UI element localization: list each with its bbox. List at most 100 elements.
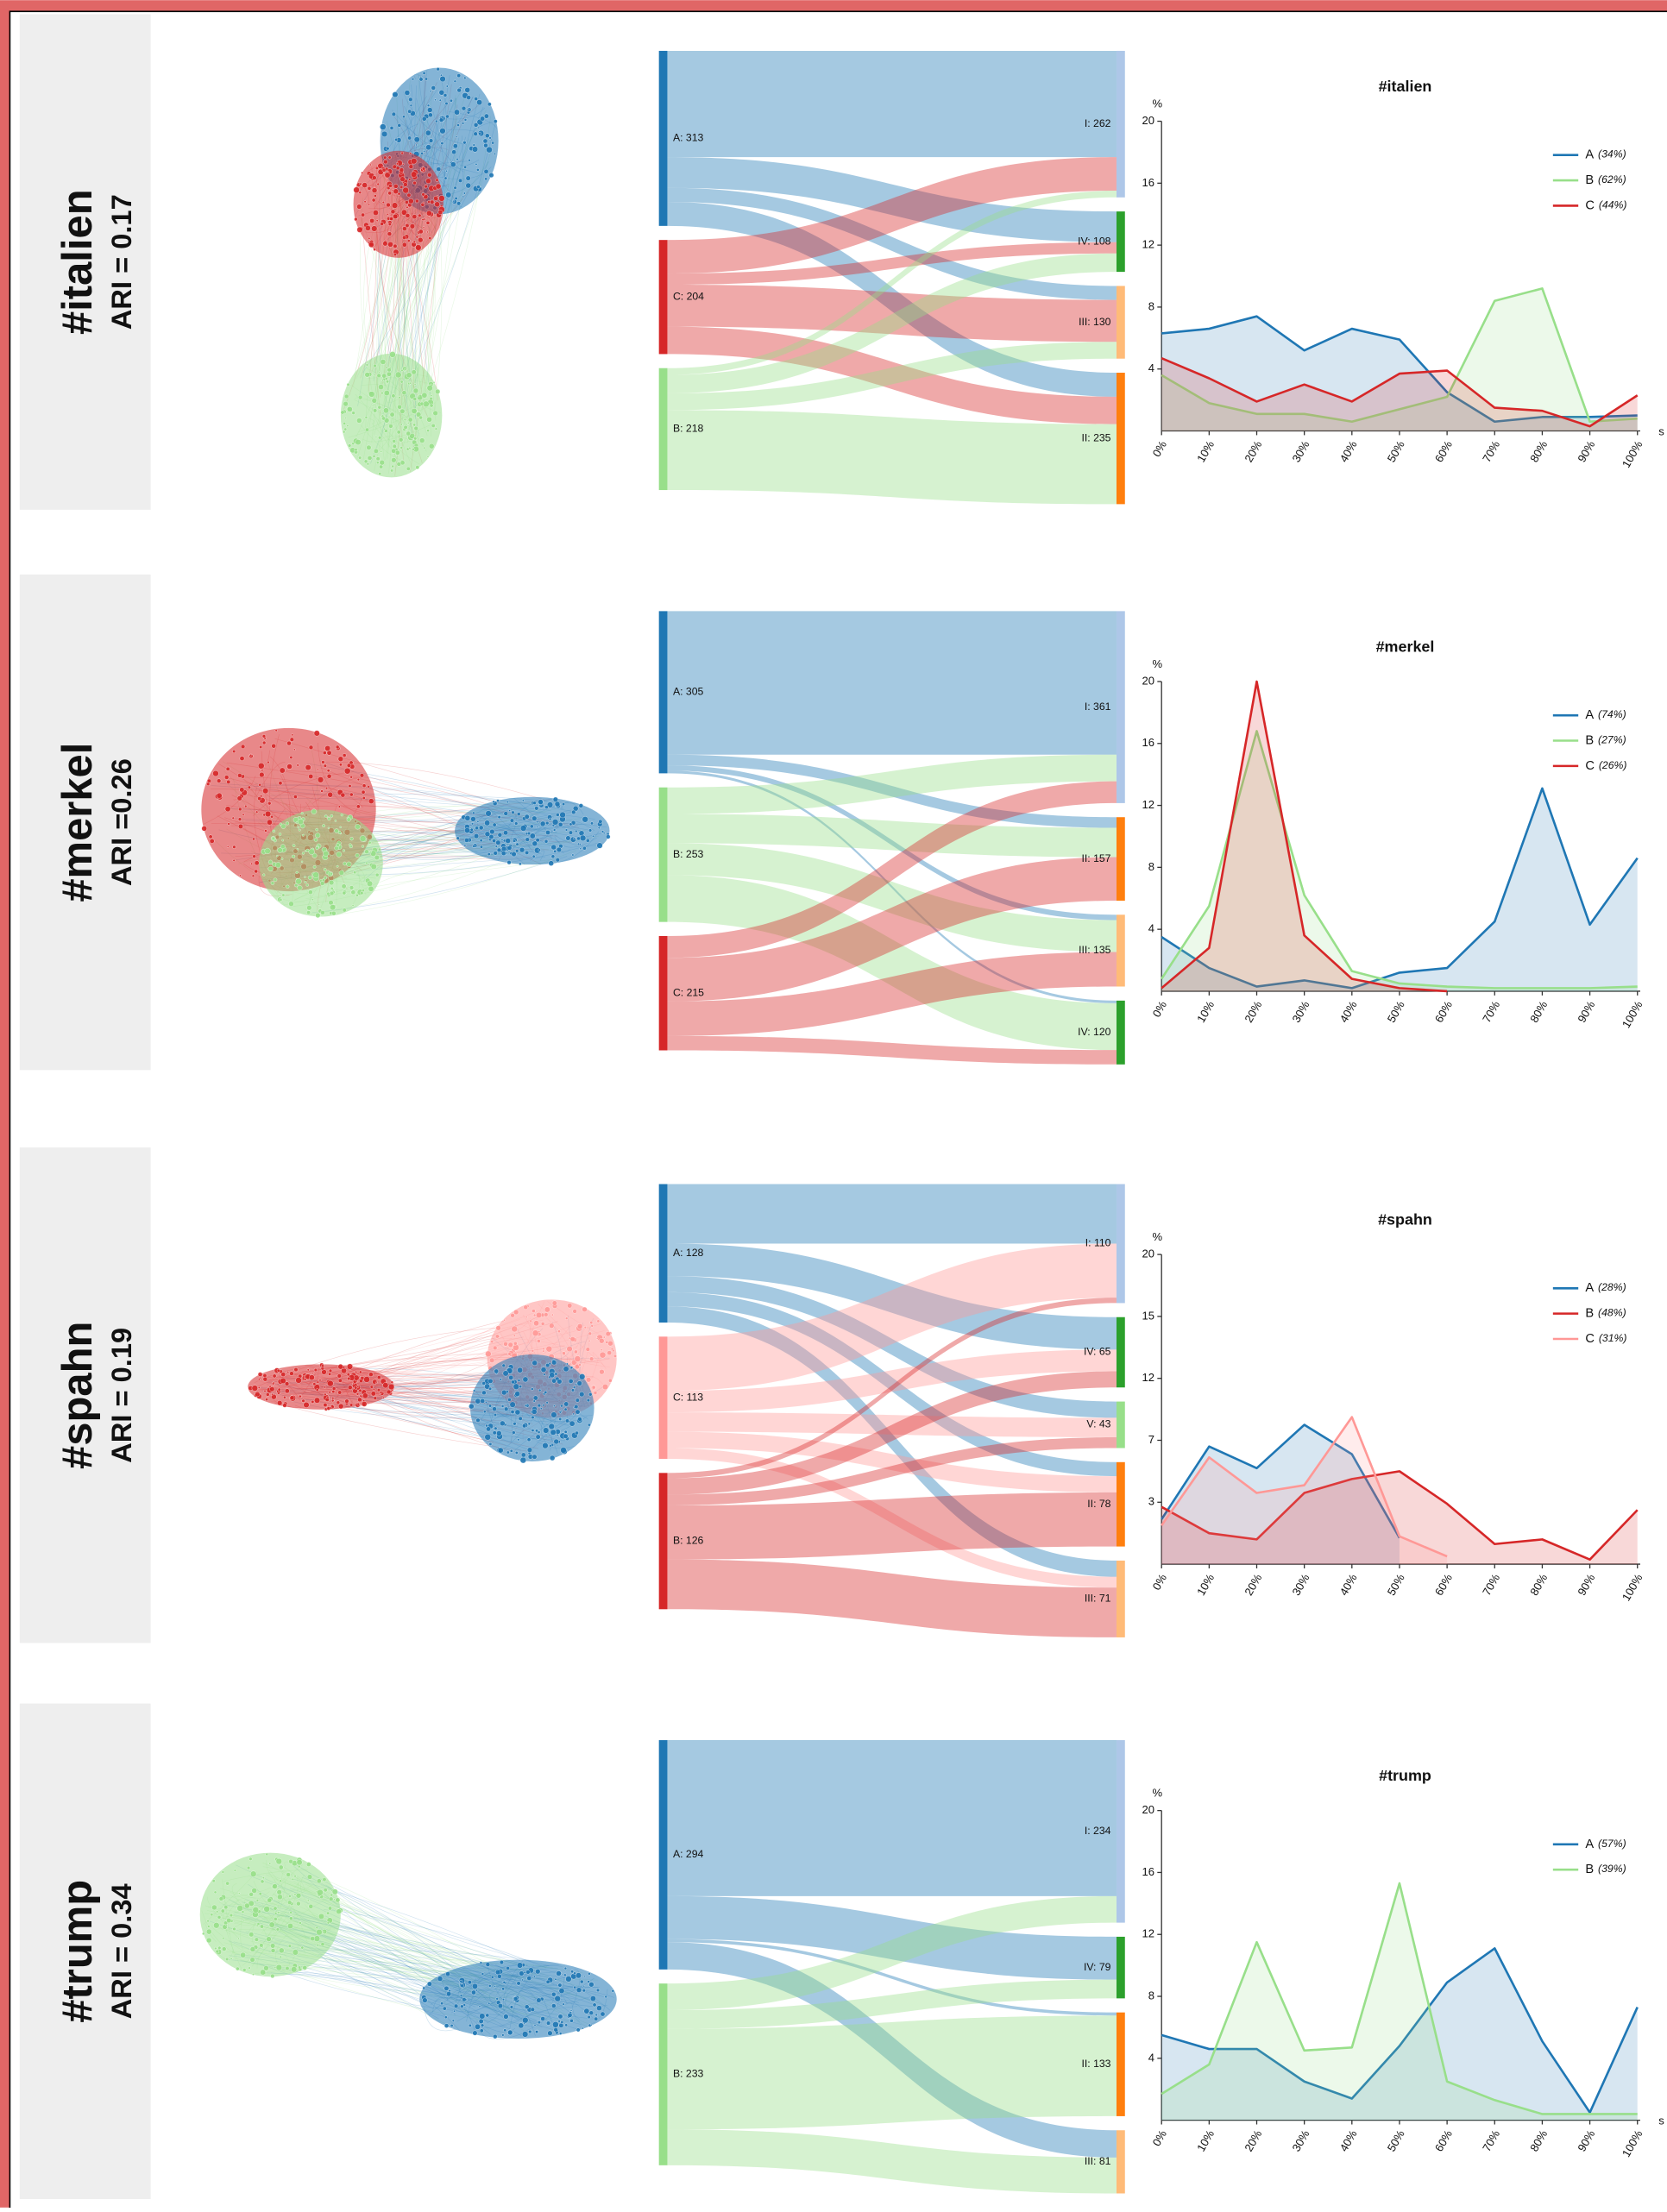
network-node [486,1426,491,1432]
network-node [357,394,363,400]
network-node [337,1373,342,1379]
network-node [251,874,255,877]
network-node [308,889,313,895]
network-node [488,1442,493,1446]
network-node [348,784,352,788]
network-cluster [199,1852,341,1977]
network-node [247,1866,251,1870]
network-node [233,1869,236,1872]
network-node [409,104,412,107]
network-node [489,828,495,835]
network-node [393,184,399,189]
network-node [202,1932,205,1936]
network-node [532,840,538,847]
network-node [338,763,343,767]
network-node [326,750,332,756]
network-node [503,2028,507,2033]
network-node [240,1951,246,1958]
network-node [363,459,368,464]
network-node [283,1396,286,1399]
network-node [404,90,411,96]
network-node [577,1417,582,1422]
sankey-node [1116,817,1125,901]
network-node [273,1906,278,1911]
network-node [596,2005,602,2011]
network-node [582,1989,586,1993]
network-node [269,1386,275,1392]
network-node [271,836,275,840]
network-node [532,1313,537,1317]
network-node [311,1399,315,1404]
y-tick-label: 16 [1142,176,1155,189]
network-node [275,1857,282,1865]
network-node [400,209,407,216]
legend-name: A [1585,148,1594,162]
sankey-link [667,1436,1117,1505]
network-node [405,423,408,426]
network-node [346,1373,350,1377]
network-node [411,408,418,414]
network-node [579,847,582,850]
network-node [323,764,327,768]
network-node [267,760,270,764]
network-node [485,1962,491,1967]
network-node [341,883,347,889]
network-node [467,1980,472,1985]
sankey-link [667,814,1117,858]
network-node [399,176,406,182]
network-node [265,1398,268,1401]
network-node [519,1456,527,1464]
network-node [563,1973,567,1976]
network-edge [323,1909,547,1969]
sankey-link [667,611,1117,755]
network-node [376,1388,381,1392]
network-node [533,2024,537,2027]
network-node [381,391,384,395]
network-node [293,1367,299,1373]
network-node [563,1401,569,1407]
network-node [462,122,465,125]
network-node [383,159,388,165]
sankey-node [658,368,668,491]
network-node [336,1908,342,1914]
network-node [359,182,362,185]
network-node [284,1388,290,1394]
network-node [411,369,417,375]
network-node [569,1420,576,1427]
network-node [509,2005,514,2009]
ari: ARI = 0.19 [105,1328,137,1463]
network-node [206,1920,210,1923]
sankey-link [667,754,1117,814]
network-node [563,1433,569,1439]
network-node [514,1409,521,1416]
network-node [333,1898,336,1901]
network-node [409,152,412,155]
network-node [265,1852,268,1857]
network-node [515,842,519,846]
network-node [265,810,272,818]
network-node [478,2019,484,2024]
sankey-label: V: 43 [1086,1418,1110,1430]
network-node [307,875,312,880]
network-node [353,186,360,193]
network-node [551,1313,554,1317]
network-node [270,1973,275,1979]
network-node [304,876,306,878]
network-node [532,801,537,805]
network-node [277,1400,283,1406]
network-node [490,1340,494,1344]
network-node [456,836,460,840]
network-node [232,858,236,862]
network-node [217,1915,222,1920]
network-node [453,185,457,190]
network-node [558,1988,565,1994]
network-node [399,437,404,443]
series-line [1161,1882,1638,2115]
network-node [440,2001,443,2006]
network-node [221,1870,225,1874]
sankey-node [1116,1461,1125,1547]
network-node [327,826,330,829]
network-node [378,371,381,374]
network-node [511,1325,518,1333]
network-node [496,799,500,802]
